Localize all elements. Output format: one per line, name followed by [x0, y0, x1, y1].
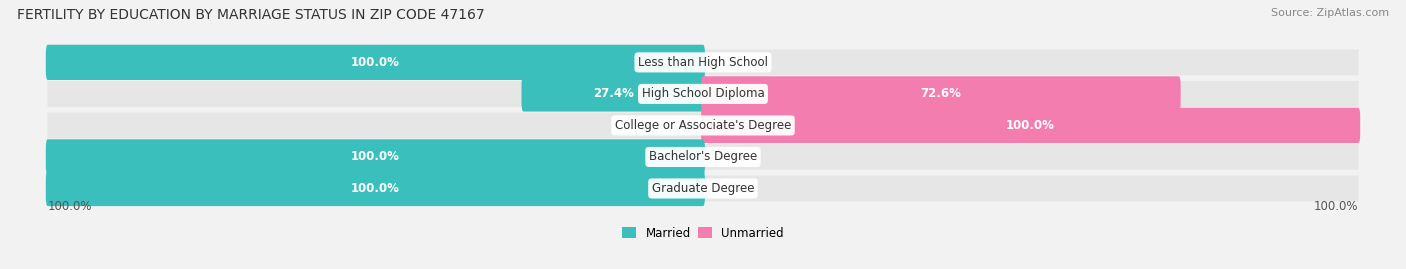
Text: College or Associate's Degree: College or Associate's Degree: [614, 119, 792, 132]
FancyBboxPatch shape: [702, 108, 1360, 143]
Text: 100.0%: 100.0%: [352, 182, 399, 195]
Text: 100.0%: 100.0%: [1007, 119, 1054, 132]
FancyBboxPatch shape: [48, 112, 1358, 138]
Text: Source: ZipAtlas.com: Source: ZipAtlas.com: [1271, 8, 1389, 18]
Text: 100.0%: 100.0%: [352, 56, 399, 69]
FancyBboxPatch shape: [522, 76, 704, 112]
Legend: Married, Unmarried: Married, Unmarried: [621, 227, 785, 240]
Text: FERTILITY BY EDUCATION BY MARRIAGE STATUS IN ZIP CODE 47167: FERTILITY BY EDUCATION BY MARRIAGE STATU…: [17, 8, 485, 22]
Text: 100.0%: 100.0%: [48, 200, 93, 213]
Text: 27.4%: 27.4%: [593, 87, 634, 100]
Text: 0.0%: 0.0%: [713, 150, 742, 164]
FancyBboxPatch shape: [46, 171, 704, 206]
FancyBboxPatch shape: [48, 144, 1358, 170]
Text: High School Diploma: High School Diploma: [641, 87, 765, 100]
Text: 100.0%: 100.0%: [1313, 200, 1358, 213]
Text: Less than High School: Less than High School: [638, 56, 768, 69]
Text: 0.0%: 0.0%: [664, 119, 693, 132]
Text: 72.6%: 72.6%: [921, 87, 962, 100]
FancyBboxPatch shape: [48, 81, 1358, 107]
Text: 0.0%: 0.0%: [713, 182, 742, 195]
Text: 100.0%: 100.0%: [352, 150, 399, 164]
FancyBboxPatch shape: [46, 139, 704, 175]
FancyBboxPatch shape: [46, 45, 704, 80]
FancyBboxPatch shape: [702, 76, 1181, 112]
Text: Graduate Degree: Graduate Degree: [652, 182, 754, 195]
FancyBboxPatch shape: [48, 49, 1358, 75]
Text: Bachelor's Degree: Bachelor's Degree: [650, 150, 756, 164]
Text: 0.0%: 0.0%: [713, 56, 742, 69]
FancyBboxPatch shape: [48, 176, 1358, 201]
